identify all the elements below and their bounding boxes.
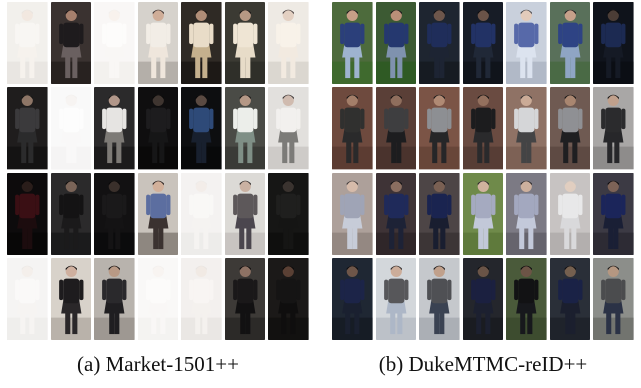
pedestrian-thumbnail [7, 2, 48, 85]
pedestrian-thumbnail [268, 2, 309, 85]
pedestrian-thumbnail [593, 172, 634, 255]
pedestrian-thumbnail [224, 172, 266, 255]
pedestrian-thumbnail [549, 257, 591, 340]
pedestrian-thumbnail [137, 257, 179, 340]
pedestrian-thumbnail [593, 257, 634, 340]
pedestrian-thumbnail [137, 172, 179, 255]
pedestrian-thumbnail [137, 87, 179, 170]
market-1501-image-grid [7, 2, 309, 340]
pedestrian-thumbnail [419, 87, 460, 170]
pedestrian-thumbnail [506, 172, 547, 255]
pedestrian-thumbnail [549, 87, 591, 170]
pedestrian-thumbnail [375, 87, 417, 170]
pedestrian-thumbnail [224, 87, 266, 170]
pedestrian-thumbnail [419, 2, 460, 85]
pedestrian-thumbnail [181, 172, 222, 255]
pedestrian-thumbnail [419, 172, 460, 255]
caption-dukemtmc-reid: (b) DukeMTMC-reID++ [378, 352, 588, 376]
pedestrian-thumbnail [375, 172, 417, 255]
pedestrian-thumbnail [593, 2, 634, 85]
pedestrian-thumbnail [332, 257, 373, 340]
pedestrian-thumbnail [419, 257, 460, 340]
caption-market-1501: (a) Market-1501++ [77, 352, 239, 376]
pedestrian-thumbnail [7, 257, 48, 340]
pedestrian-thumbnail [506, 87, 547, 170]
pedestrian-thumbnail [94, 172, 135, 255]
pedestrian-thumbnail [332, 172, 373, 255]
pedestrian-thumbnail [549, 2, 591, 85]
pedestrian-thumbnail [94, 2, 135, 85]
pedestrian-thumbnail [462, 257, 504, 340]
pedestrian-thumbnail [268, 257, 309, 340]
pedestrian-thumbnail [181, 87, 222, 170]
pedestrian-thumbnail [7, 172, 48, 255]
pedestrian-thumbnail [506, 2, 547, 85]
pedestrian-thumbnail [332, 87, 373, 170]
pedestrian-thumbnail [181, 257, 222, 340]
dukemtmc-reid-image-grid [332, 2, 634, 340]
pedestrian-thumbnail [462, 87, 504, 170]
pedestrian-thumbnail [593, 87, 634, 170]
pedestrian-thumbnail [137, 2, 179, 85]
pedestrian-thumbnail [462, 172, 504, 255]
pedestrian-thumbnail [181, 2, 222, 85]
pedestrian-thumbnail [268, 172, 309, 255]
pedestrian-thumbnail [50, 2, 92, 85]
pedestrian-thumbnail [50, 257, 92, 340]
pedestrian-thumbnail [268, 87, 309, 170]
pedestrian-thumbnail [224, 2, 266, 85]
pedestrian-thumbnail [94, 257, 135, 340]
pedestrian-thumbnail [94, 87, 135, 170]
pedestrian-thumbnail [549, 172, 591, 255]
pedestrian-thumbnail [224, 257, 266, 340]
pedestrian-thumbnail [375, 2, 417, 85]
pedestrian-thumbnail [7, 87, 48, 170]
pedestrian-thumbnail [332, 2, 373, 85]
pedestrian-thumbnail [50, 172, 92, 255]
pedestrian-thumbnail [506, 257, 547, 340]
pedestrian-thumbnail [375, 257, 417, 340]
pedestrian-thumbnail [462, 2, 504, 85]
pedestrian-thumbnail [50, 87, 92, 170]
